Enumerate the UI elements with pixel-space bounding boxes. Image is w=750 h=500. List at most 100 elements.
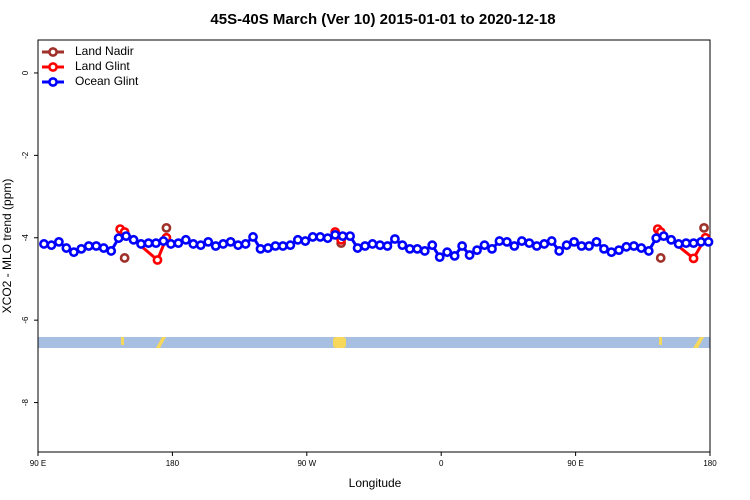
- data-point: [673, 239, 684, 249]
- data-point: [360, 241, 370, 251]
- data-point: [106, 246, 117, 256]
- data-point: [255, 243, 266, 254]
- data-point: [487, 243, 497, 254]
- data-point: [278, 241, 288, 251]
- data-point: [248, 232, 258, 242]
- x-tick-label: 90 E: [30, 459, 46, 468]
- data-point: [352, 243, 363, 253]
- data-point: [688, 253, 699, 264]
- data-point: [285, 240, 296, 251]
- data-point: [546, 236, 557, 246]
- data-point: [270, 241, 281, 251]
- data-point: [390, 234, 400, 244]
- x-tick-label: 180: [703, 459, 717, 468]
- data-point: [472, 245, 482, 256]
- data-point: [152, 255, 163, 265]
- data-point: [225, 236, 236, 247]
- data-point: [434, 252, 445, 263]
- legend-label: Land Glint: [75, 59, 130, 73]
- data-point: [524, 238, 535, 249]
- data-point: [367, 239, 378, 249]
- data-point: [68, 247, 79, 258]
- data-point: [457, 241, 468, 251]
- mask-land: [333, 337, 346, 348]
- data-point: [688, 238, 699, 249]
- data-point: [606, 247, 617, 258]
- data-point: [322, 233, 333, 244]
- y-tick-label: 0: [21, 70, 30, 75]
- data-point: [233, 240, 244, 251]
- data-point: [121, 231, 132, 242]
- data-point: [136, 239, 146, 249]
- data-point: [375, 240, 385, 251]
- data-point: [621, 241, 632, 252]
- data-point: [636, 243, 647, 253]
- data-point: [218, 239, 229, 249]
- data-point: [419, 246, 430, 256]
- data-point: [39, 239, 49, 249]
- data-point: [98, 243, 109, 253]
- data-point: [569, 236, 580, 247]
- legend-label: Land Nadir: [75, 44, 134, 58]
- data-point: [54, 236, 64, 247]
- data-point: [442, 247, 453, 258]
- mask-land: [659, 337, 662, 345]
- data-point: [300, 236, 311, 246]
- data-point: [161, 222, 172, 233]
- data-point: [554, 246, 565, 256]
- data-point: [561, 240, 572, 251]
- data-point: [404, 243, 415, 254]
- legend-marker: [48, 62, 58, 72]
- chart-title: 45S-40S March (Ver 10) 2015-01-01 to 202…: [210, 11, 555, 28]
- data-point: [307, 232, 318, 242]
- data-point: [576, 241, 587, 251]
- data-point: [203, 236, 214, 247]
- data-point: [180, 234, 191, 245]
- data-point: [315, 232, 326, 242]
- data-point: [539, 239, 550, 249]
- data-point: [464, 250, 475, 260]
- data-point: [188, 239, 199, 249]
- data-point: [681, 238, 692, 249]
- x-tick-label: 0: [439, 459, 444, 468]
- y-tick-label: -2: [21, 151, 30, 159]
- data-point: [345, 231, 356, 242]
- data-point: [509, 241, 520, 251]
- data-point: [143, 238, 154, 249]
- data-point: [666, 234, 677, 245]
- data-point: [584, 241, 594, 251]
- legend-marker: [48, 47, 58, 57]
- mask-land: [693, 337, 704, 348]
- x-axis-label: Longitude: [349, 476, 402, 490]
- data-point: [643, 246, 654, 256]
- data-point: [61, 243, 72, 253]
- data-point: [427, 240, 438, 251]
- data-point: [83, 241, 94, 251]
- data-point: [113, 233, 124, 244]
- data-point: [628, 241, 639, 251]
- data-point: [240, 239, 251, 249]
- data-point: [166, 239, 176, 249]
- data-point: [128, 234, 139, 245]
- data-point: [292, 234, 303, 245]
- data-point: [494, 236, 505, 246]
- data-point: [195, 240, 206, 251]
- data-point: [397, 240, 408, 251]
- data-point: [210, 241, 221, 251]
- legend-marker: [48, 77, 58, 87]
- data-point: [119, 253, 130, 263]
- data-point: [591, 236, 602, 247]
- data-point: [412, 243, 423, 254]
- data-point: [655, 253, 666, 263]
- data-point: [651, 233, 662, 244]
- data-point: [516, 236, 527, 246]
- land-mask: [38, 337, 710, 348]
- data-point: [46, 240, 57, 251]
- y-tick-label: -4: [21, 234, 30, 242]
- y-axis-label: XCO2 - MLO trend (ppm): [0, 179, 14, 314]
- x-tick-label: 180: [166, 459, 180, 468]
- data-point: [158, 236, 169, 246]
- data-point: [502, 236, 512, 247]
- data-point: [173, 238, 184, 249]
